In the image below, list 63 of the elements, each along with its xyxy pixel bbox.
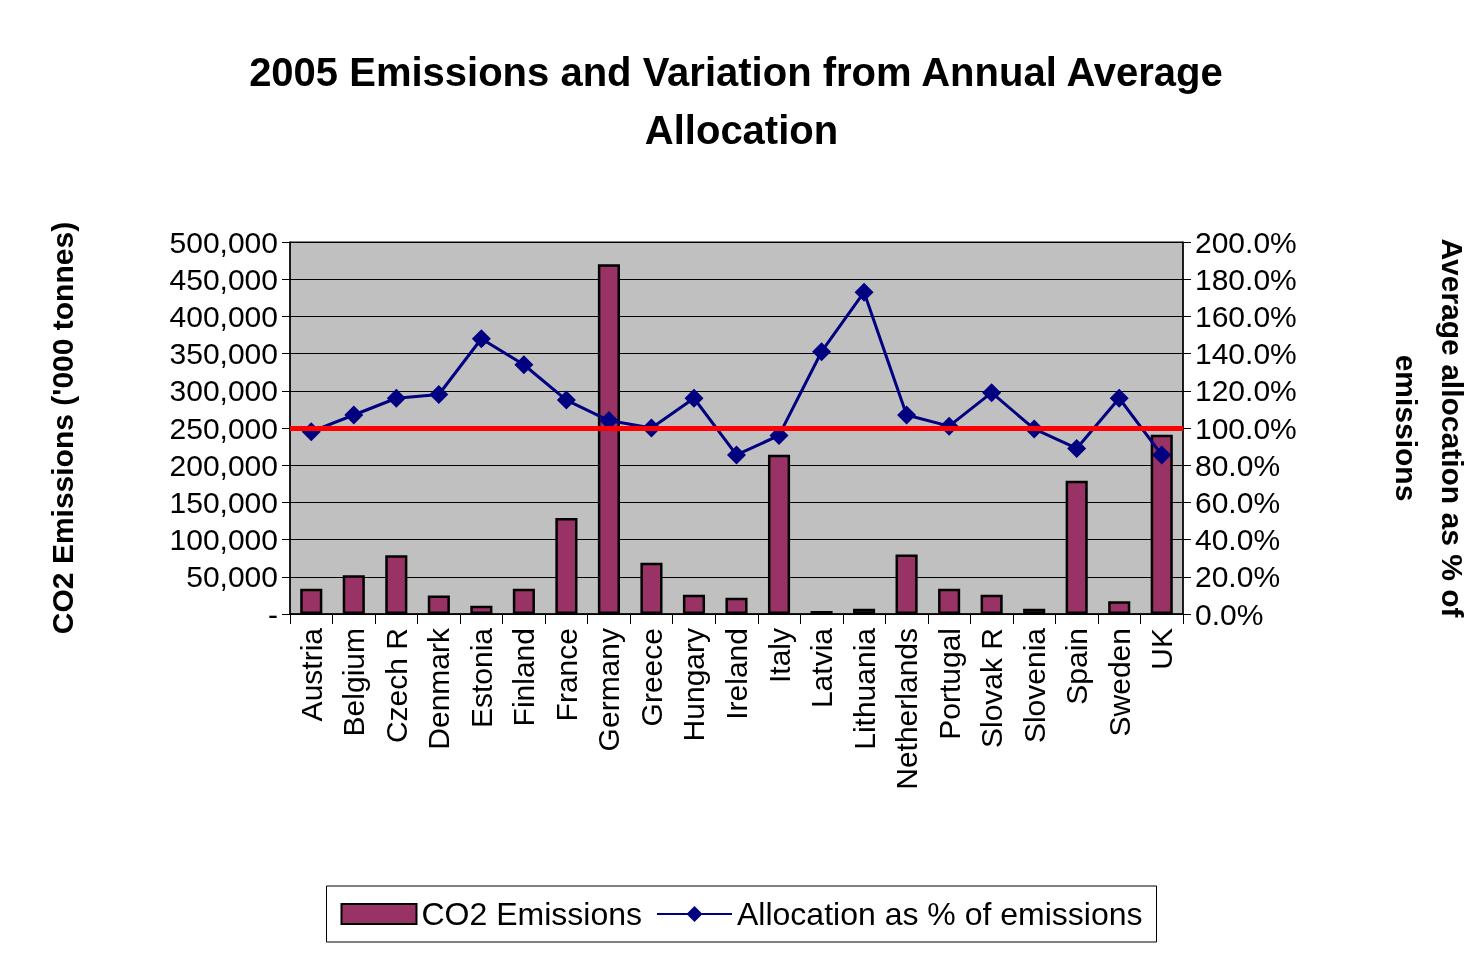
- point: [897, 405, 917, 425]
- x-tick-label: Lithuania: [847, 627, 881, 750]
- y2-tick-label: 40.0%: [1195, 523, 1281, 557]
- y2-tick-label: 200.0%: [1195, 225, 1297, 259]
- point: [812, 342, 832, 362]
- y-tick-label: 400,000: [169, 299, 278, 333]
- y2-tick-label: 60.0%: [1195, 485, 1281, 519]
- point: [1067, 438, 1087, 458]
- y-axis-title: CO2 Emissions ('000 tonnes): [45, 221, 79, 635]
- legend-label: Allocation as % of emissions: [736, 896, 1143, 932]
- point: [1109, 388, 1129, 408]
- y-tick-label: 450,000: [169, 262, 278, 296]
- point: [854, 282, 874, 302]
- y2-axis-title: Average allocation as % of emissions: [1389, 238, 1469, 619]
- x-tick-label: Portugal: [932, 628, 966, 740]
- y-tick-label: -: [268, 597, 278, 631]
- x-tick-label: Netherlands: [890, 628, 924, 790]
- y-tick-label: 150,000: [169, 485, 278, 519]
- point: [471, 329, 491, 349]
- y-tick-label: 200,000: [169, 448, 278, 482]
- y2-tick-label: 160.0%: [1195, 299, 1297, 333]
- x-tick-label: Greece: [634, 628, 668, 727]
- x-tick-label: Sweden: [1102, 628, 1136, 737]
- y2-tick-label: 120.0%: [1195, 374, 1297, 408]
- y2-tick-label: 80.0%: [1195, 448, 1281, 482]
- x-tick-label: Finland: [507, 628, 541, 727]
- x-tick-label: Slovak R: [975, 628, 1009, 749]
- y-tick-label: 50,000: [186, 560, 278, 594]
- y-tick-label: 100,000: [169, 523, 278, 557]
- point: [556, 390, 576, 410]
- x-tick-label: Austria: [294, 627, 328, 722]
- legend-label: CO2 Emissions: [421, 896, 642, 932]
- y-tick-label: 250,000: [169, 411, 278, 445]
- y2-tick-label: 140.0%: [1195, 337, 1297, 371]
- x-tick-label: Italy: [762, 628, 796, 684]
- point: [386, 388, 406, 408]
- y-tick-label: 350,000: [169, 337, 278, 371]
- x-tick-label: UK: [1145, 628, 1179, 670]
- x-tick-label: Denmark: [422, 627, 456, 750]
- x-tick-label: Belgium: [337, 628, 371, 737]
- point: [1152, 445, 1172, 465]
- y2-tick-label: 180.0%: [1195, 262, 1297, 296]
- x-tick-label: Ireland: [720, 628, 753, 720]
- x-tick-label: Hungary: [677, 628, 711, 742]
- x-tick-label: Estonia: [464, 627, 498, 729]
- y-tick-label: 300,000: [169, 374, 278, 408]
- x-tick-label: Germany: [592, 628, 626, 752]
- x-tick-label: Spain: [1060, 628, 1094, 705]
- point: [684, 388, 704, 408]
- y2-tick-label: 0.0%: [1195, 597, 1264, 631]
- chart-title: 2005 Emissions and Variation from Annual Average Allocation: [249, 50, 1234, 152]
- x-tick-label: France: [549, 628, 583, 722]
- point: [727, 445, 746, 465]
- x-tick-label: Czech R: [379, 628, 413, 744]
- y2-tick-label: 20.0%: [1195, 560, 1281, 594]
- x-tick-label: Latvia: [805, 627, 839, 709]
- point: [982, 383, 1002, 403]
- x-tick-label: Slovenia: [1017, 627, 1051, 744]
- point: [514, 355, 534, 375]
- y2-tick-label: 100.0%: [1195, 411, 1297, 445]
- y-tick-label: 500,000: [169, 225, 278, 259]
- point: [429, 385, 449, 405]
- point: [344, 405, 364, 425]
